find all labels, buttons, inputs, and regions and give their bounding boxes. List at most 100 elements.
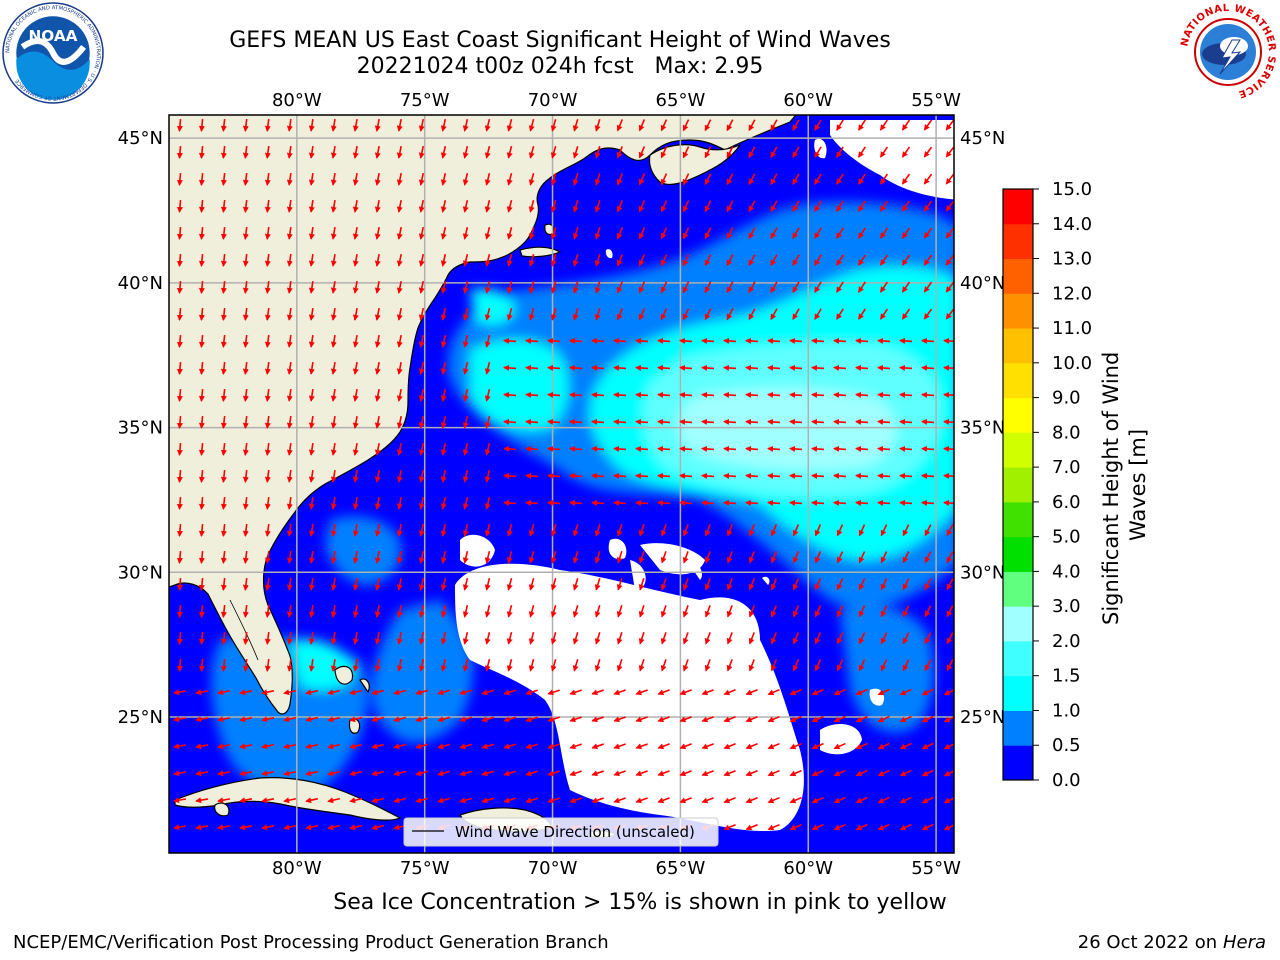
wind-wave-arrow <box>198 550 205 564</box>
wind-wave-arrow <box>701 472 715 479</box>
lon-label-bottom: 70°W <box>528 858 578 879</box>
wind-wave-arrow <box>374 577 381 591</box>
wind-wave-arrow <box>173 743 187 750</box>
wind-wave-arrow <box>660 146 668 159</box>
wind-wave-arrow <box>657 445 671 452</box>
wind-wave-arrow <box>440 145 447 159</box>
wind-wave-arrow <box>264 577 271 591</box>
wind-wave-arrow <box>305 743 319 750</box>
wind-wave-arrow <box>286 631 293 645</box>
wind-wave-arrow <box>616 227 624 240</box>
wind-wave-arrow <box>770 308 778 321</box>
wind-wave-arrow <box>814 551 822 564</box>
wind-wave-arrow <box>528 172 535 186</box>
wind-wave-arrow <box>591 716 604 723</box>
wind-wave-arrow <box>415 743 429 750</box>
wind-wave-arrow <box>704 200 712 213</box>
colorbar: 0.0 0.5 1.0 1.5 2.0 3.0 4.0 5.0 6.0 7.0 8.0 9.0 10.0… <box>1002 179 1092 791</box>
wind-wave-arrow <box>748 146 756 159</box>
wind-wave-arrow <box>657 364 671 371</box>
wind-wave-arrow <box>701 445 715 452</box>
wind-wave-arrow <box>283 824 297 831</box>
wind-wave-arrow <box>701 364 715 371</box>
wind-wave-arrow <box>286 280 293 294</box>
wind-wave-arrow <box>481 770 494 777</box>
wind-wave-arrow <box>198 496 205 510</box>
wind-wave-arrow <box>789 715 802 723</box>
wind-wave-arrow <box>198 280 205 294</box>
wind-wave-arrow <box>459 743 472 750</box>
wind-wave-arrow <box>176 145 183 159</box>
wind-wave-arrow <box>415 716 429 723</box>
wind-wave-arrow <box>525 797 538 804</box>
wind-wave-arrow <box>352 550 359 564</box>
lon-label-bottom: 65°W <box>656 858 706 879</box>
wind-wave-arrow <box>726 605 733 618</box>
wind-wave-arrow <box>572 200 579 213</box>
wind-wave-arrow <box>242 361 249 375</box>
wind-wave-arrow <box>195 689 209 696</box>
wind-wave-arrow <box>572 119 579 132</box>
wind-wave-arrow <box>261 770 275 777</box>
lon-label-top: 55°W <box>911 90 961 111</box>
wind-wave-arrow <box>594 281 601 294</box>
wind-wave-arrow <box>723 743 736 750</box>
wind-wave-arrow <box>704 227 712 240</box>
wind-wave-arrow <box>330 631 337 645</box>
wind-wave-arrow <box>792 200 800 213</box>
wind-wave-arrow <box>349 797 363 804</box>
wind-wave-arrow <box>745 796 758 804</box>
wind-wave-arrow <box>220 604 227 618</box>
wind-wave-arrow <box>547 472 561 479</box>
wind-wave-arrow <box>330 118 337 132</box>
wind-wave-arrow <box>855 715 868 723</box>
wind-wave-arrow <box>770 632 778 645</box>
wind-wave-arrow <box>305 689 319 696</box>
wind-wave-arrow <box>239 743 253 750</box>
wind-wave-arrow <box>657 716 670 723</box>
wind-wave-arrow <box>811 715 824 723</box>
wind-wave-arrow <box>242 550 249 564</box>
wind-wave-arrow <box>792 254 800 267</box>
wind-wave-arrow <box>242 280 249 294</box>
wind-wave-arrow <box>547 499 561 506</box>
wind-wave-arrow <box>789 769 802 777</box>
wind-wave-arrow <box>657 391 671 398</box>
wind-wave-arrow <box>308 334 315 348</box>
wind-wave-arrow <box>594 605 601 618</box>
wind-wave-arrow <box>811 391 825 398</box>
wind-wave-arrow <box>330 199 337 213</box>
wind-wave-arrow <box>616 524 623 537</box>
wind-wave-arrow <box>638 254 646 267</box>
wind-wave-arrow <box>462 496 469 510</box>
wind-wave-arrow <box>374 496 381 510</box>
wind-wave-arrow <box>308 496 315 510</box>
wind-wave-arrow <box>704 524 711 537</box>
wind-wave-arrow <box>330 226 337 240</box>
wind-wave-arrow <box>635 770 648 777</box>
wind-wave-arrow <box>679 689 692 696</box>
wind-wave-arrow <box>833 337 847 344</box>
wind-wave-arrow <box>176 658 183 672</box>
wind-wave-arrow <box>418 334 425 348</box>
wind-wave-arrow <box>924 605 932 618</box>
wind-wave-arrow <box>550 524 557 537</box>
wind-wave-arrow <box>613 743 626 750</box>
wind-wave-arrow <box>330 145 337 159</box>
colorbar-segment <box>1003 640 1033 677</box>
lon-label-bottom: 80°W <box>272 858 322 879</box>
wind-wave-arrow <box>440 118 447 132</box>
wind-wave-arrow <box>261 824 275 831</box>
wind-wave-arrow <box>638 605 645 618</box>
wind-wave-arrow <box>704 632 711 645</box>
wind-wave-arrow <box>635 364 649 371</box>
wind-wave-arrow <box>770 659 778 672</box>
wind-wave-arrow <box>220 280 227 294</box>
wind-wave-arrow <box>726 551 733 564</box>
wind-wave-arrow <box>261 797 275 804</box>
colorbar-segment <box>1003 432 1033 468</box>
wind-wave-arrow <box>899 769 912 777</box>
wind-wave-arrow <box>811 337 825 344</box>
wind-wave-arrow <box>811 742 824 750</box>
wind-wave-arrow <box>506 577 513 591</box>
